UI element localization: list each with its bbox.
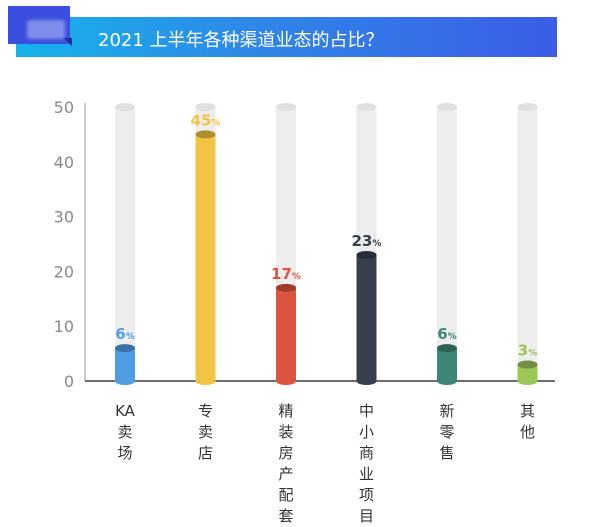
chart-header-banner: 2021 上半年各种渠道业态的占比？	[16, 17, 557, 57]
x-tick-label: 房	[278, 444, 293, 462]
x-tick-label: 目	[359, 507, 374, 525]
bar	[356, 254, 377, 381]
x-tick-label: 零	[439, 423, 454, 441]
x-tick-label: 产	[278, 465, 293, 483]
x-tick-label: KA	[115, 402, 136, 420]
bar-top-cap	[115, 344, 135, 353]
x-tick-label: 卖	[198, 423, 213, 441]
x-tick-label: 装	[278, 423, 293, 441]
bar	[195, 134, 216, 381]
y-tick-label: 10	[54, 317, 74, 336]
bar-value-label: 6%	[437, 325, 456, 343]
chart-title: 2021 上半年各种渠道业态的占比？	[98, 30, 384, 51]
x-tick-label: 场	[117, 444, 132, 462]
header-badge	[8, 6, 70, 44]
bar-track	[517, 107, 538, 381]
bar-value-label: 3%	[518, 342, 537, 360]
bar-bottom-cap	[195, 377, 216, 385]
bar-track	[437, 107, 457, 381]
bar-bottom-cap	[115, 377, 135, 385]
bar-top-cap	[276, 283, 296, 292]
bar-track-cap	[276, 103, 296, 111]
bar-track-cap	[195, 103, 216, 111]
x-tick-label: 店	[198, 444, 213, 462]
bar-track-cap	[356, 103, 377, 111]
x-tick-label: 商	[359, 444, 374, 462]
bar	[115, 348, 135, 381]
bar-top-cap-shade	[276, 283, 296, 292]
y-tick-label: 20	[54, 262, 74, 281]
bar-bottom-cap	[517, 377, 538, 385]
bar-bottom-cap	[276, 377, 296, 385]
bar-top-cap	[517, 360, 538, 369]
x-tick-label: 其	[520, 402, 535, 420]
bar-track-cap	[115, 103, 135, 111]
blurred-logo-icon	[27, 20, 65, 39]
bar-top-cap-shade	[517, 360, 538, 369]
x-tick-label: 卖	[117, 423, 132, 441]
bar-bottom-cap	[356, 377, 377, 385]
bar-track	[115, 107, 135, 381]
bar-track-cap	[517, 103, 538, 111]
x-tick-label: 套	[278, 507, 293, 525]
bar-top-cap-shade	[195, 130, 216, 139]
x-tick-label: 专	[198, 402, 213, 420]
bar-value-label: 23%	[352, 232, 382, 250]
x-tick-label: 中	[359, 402, 374, 420]
x-tick-label: 小	[359, 423, 374, 441]
bar-top-cap	[356, 250, 377, 259]
bar-top-cap-shade	[115, 344, 135, 353]
y-tick-label: 40	[54, 153, 74, 172]
bar-top-cap	[195, 130, 216, 139]
bar-top-cap-shade	[437, 344, 457, 353]
y-tick-label: 50	[54, 98, 74, 117]
x-tick-label: 业	[359, 465, 374, 483]
bar-value-label: 6%	[115, 325, 134, 343]
bar	[437, 348, 457, 381]
bar-top-cap-shade	[356, 250, 377, 259]
bar-bottom-cap	[437, 377, 457, 385]
bar-track-cap	[437, 103, 457, 111]
x-tick-label: 项	[359, 486, 374, 504]
x-tick-label: 售	[439, 444, 454, 462]
y-tick-label: 0	[64, 372, 74, 391]
bar-top-cap	[437, 344, 457, 353]
x-tick-label: 新	[439, 402, 454, 420]
bar	[517, 364, 538, 381]
bar-value-label: 17%	[271, 265, 301, 283]
x-tick-label: 精	[278, 402, 293, 420]
bar-value-label: 45%	[191, 111, 221, 129]
x-tick-label: 他	[520, 423, 535, 441]
x-tick-label: 配	[278, 486, 293, 504]
y-tick-label: 30	[54, 208, 74, 227]
bar	[276, 287, 296, 381]
header-badge-fold	[64, 38, 72, 46]
